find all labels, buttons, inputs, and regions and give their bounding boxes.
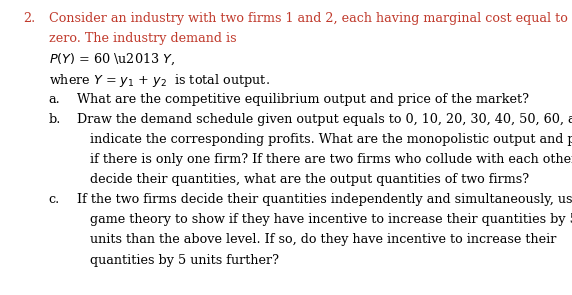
Text: Draw the demand schedule given output equals to 0, 10, 20, 30, 40, 50, 60, and: Draw the demand schedule given output eq… bbox=[77, 113, 572, 126]
Text: if there is only one firm? If there are two firms who collude with each other to: if there is only one firm? If there are … bbox=[90, 153, 572, 166]
Text: zero. The industry demand is: zero. The industry demand is bbox=[49, 32, 236, 45]
Text: Consider an industry with two firms 1 and 2, each having marginal cost equal to: Consider an industry with two firms 1 an… bbox=[49, 12, 567, 25]
Text: units than the above level. If so, do they have incentive to increase their: units than the above level. If so, do th… bbox=[90, 233, 556, 246]
Text: decide their quantities, what are the output quantities of two firms?: decide their quantities, what are the ou… bbox=[90, 173, 529, 186]
Text: What are the competitive equilibrium output and price of the market?: What are the competitive equilibrium out… bbox=[77, 93, 529, 106]
Text: $\it{P(Y)}$ = 60 \u2013 $\it{Y}$,: $\it{P(Y)}$ = 60 \u2013 $\it{Y}$, bbox=[49, 52, 175, 67]
Text: game theory to show if they have incentive to increase their quantities by 5: game theory to show if they have incenti… bbox=[90, 213, 572, 226]
Text: quantities by 5 units further?: quantities by 5 units further? bbox=[90, 253, 279, 266]
Text: a.: a. bbox=[49, 93, 61, 106]
Text: If the two firms decide their quantities independently and simultaneously, use: If the two firms decide their quantities… bbox=[77, 193, 572, 206]
Text: c.: c. bbox=[49, 193, 60, 206]
Text: b.: b. bbox=[49, 113, 61, 126]
Text: 2.: 2. bbox=[23, 12, 35, 25]
Text: indicate the corresponding profits. What are the monopolistic output and price: indicate the corresponding profits. What… bbox=[90, 133, 572, 146]
Text: where $\it{Y}$ = $\it{y}$$_1$ + $\it{y}$$_2$  is total output.: where $\it{Y}$ = $\it{y}$$_1$ + $\it{y}$… bbox=[49, 72, 269, 89]
